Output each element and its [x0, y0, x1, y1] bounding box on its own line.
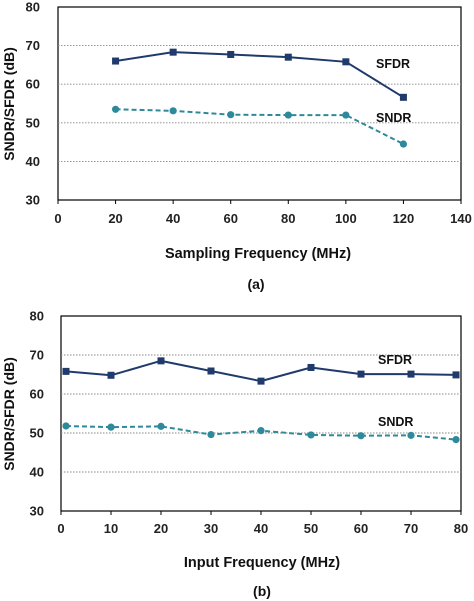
x-tick-label: 30: [204, 521, 218, 536]
data-point-sfdr: [407, 370, 415, 378]
data-point-sfdr: [107, 371, 115, 379]
x-tick-label: 0: [54, 211, 61, 226]
y-tick-label: 30: [30, 504, 44, 519]
x-tick-label: 140: [450, 211, 472, 226]
markers-b: [62, 357, 460, 444]
data-point-sfdr: [157, 357, 165, 365]
data-point-sfdr: [112, 57, 120, 65]
y-ticks-a: 30 40 50 60 70 80: [26, 0, 40, 208]
y-tick-label: 50: [30, 426, 44, 441]
x-tick-label: 100: [335, 211, 357, 226]
data-point-sfdr: [357, 370, 365, 378]
x-tick-label: 60: [223, 211, 237, 226]
data-point-sndr: [227, 111, 235, 119]
data-point-sfdr: [452, 371, 460, 379]
series-label-sndr-b: SNDR: [378, 415, 413, 429]
x-ticks-a: 0 20 40 60 80 100 120 140: [54, 200, 472, 226]
x-axis-label-b: Input Frequency (MHz): [184, 555, 340, 571]
data-point-sndr: [452, 436, 460, 444]
x-tick-label: 0: [57, 521, 64, 536]
x-tick-label: 120: [393, 211, 415, 226]
y-tick-label: 30: [26, 193, 40, 208]
caption-b: (b): [253, 583, 271, 599]
x-tick-label: 40: [254, 521, 268, 536]
data-point-sndr: [307, 431, 315, 439]
data-point-sfdr: [284, 53, 292, 61]
x-tick-label: 80: [454, 521, 468, 536]
data-point-sfdr: [399, 93, 407, 101]
data-point-sndr: [62, 422, 70, 430]
data-point-sndr: [207, 430, 215, 439]
data-point-sfdr: [207, 367, 215, 375]
data-point-sndr: [257, 427, 265, 435]
x-tick-label: 80: [281, 211, 295, 226]
data-point-sndr: [169, 107, 177, 115]
y-tick-label: 60: [30, 387, 44, 402]
y-axis-label-b: SNDR/SFDR (dB): [1, 357, 17, 471]
x-tick-label: 20: [108, 211, 122, 226]
chart-a: 0 20 40 60 80 100 120 140 30 40 50 60 70 80 SNDR/SFD…: [1, 0, 472, 292]
grid-b: [61, 354, 461, 473]
data-point-sndr: [107, 423, 115, 431]
caption-a: (a): [247, 276, 264, 292]
grid-a: [58, 45, 461, 162]
x-tick-label: 20: [154, 521, 168, 536]
x-axis-label-a: Sampling Frequency (MHz): [165, 246, 351, 262]
series-label-sndr-a: SNDR: [376, 111, 411, 125]
data-point-sfdr: [227, 50, 235, 58]
data-point-sndr: [399, 140, 408, 148]
x-tick-label: 50: [304, 521, 318, 536]
series-line-sndr: [115, 108, 404, 145]
chart-b: 0 10 20 30 40 50 60 70 80 30 40 50 60 70 80 SNDR/SFDR…: [1, 309, 468, 600]
x-tick-label: 40: [166, 211, 180, 226]
markers-a: [111, 48, 408, 148]
x-ticks-b: 0 10 20 30 40 50 60 70 80: [57, 511, 468, 536]
y-axis-label-a: SNDR/SFDR (dB): [1, 47, 17, 161]
data-point-sndr: [157, 422, 165, 430]
data-point-sndr: [342, 111, 350, 119]
data-point-sfdr: [62, 367, 70, 375]
series-label-sfdr-a: SFDR: [376, 57, 410, 71]
data-point-sfdr: [169, 48, 177, 56]
data-point-sndr: [407, 431, 415, 439]
data-point-sfdr: [307, 363, 315, 371]
y-tick-label: 70: [30, 348, 44, 363]
series-label-sfdr-b: SFDR: [378, 353, 412, 367]
data-point-sndr: [111, 105, 120, 113]
y-tick-label: 40: [26, 154, 40, 169]
data-point-sfdr: [257, 377, 265, 385]
plot-area-a: [57, 6, 462, 201]
y-tick-label: 40: [30, 465, 44, 480]
x-tick-label: 60: [354, 521, 368, 536]
data-point-sfdr: [342, 58, 350, 66]
y-tick-label: 50: [26, 115, 40, 130]
data-point-sndr: [357, 432, 365, 440]
series-line-sfdr: [115, 51, 404, 99]
series-lines-a: [115, 51, 404, 145]
y-tick-label: 70: [26, 38, 40, 53]
y-tick-label: 80: [30, 309, 44, 324]
y-tick-label: 60: [26, 77, 40, 92]
y-ticks-b: 30 40 50 60 70 80: [30, 309, 44, 519]
data-point-sndr: [284, 111, 292, 119]
y-tick-label: 80: [26, 0, 40, 15]
x-tick-label: 10: [104, 521, 118, 536]
x-tick-label: 70: [404, 521, 418, 536]
plot-area-b: [60, 315, 462, 512]
